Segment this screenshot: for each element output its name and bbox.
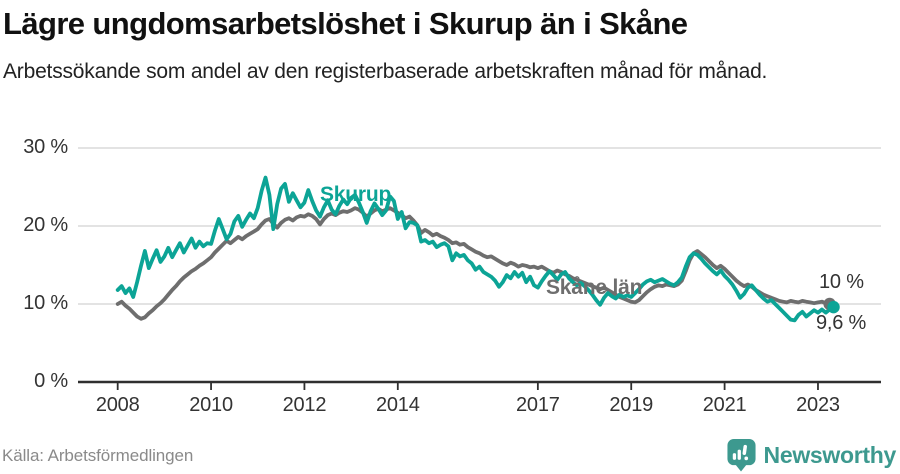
x-tick-label-2008: 2008: [95, 394, 140, 416]
x-tick-label-2010: 2010: [189, 394, 233, 416]
x-tick-label-2017: 2017: [515, 394, 560, 416]
series-label-skane-lan: Skåne län: [546, 276, 643, 299]
chart-title: Lägre ungdomsarbetslöshet i Skurup än i …: [3, 6, 688, 41]
x-tick-label-2021: 2021: [702, 394, 747, 416]
chart-subtitle: Arbetssökande som andel av den registerb…: [3, 60, 768, 83]
x-tick-label-2012: 2012: [282, 394, 327, 416]
newsworthy-logo: Newsworthy: [726, 438, 896, 472]
end-value-label-skane: 10 %: [819, 271, 864, 293]
series-end-dot-skurup: [827, 300, 840, 314]
source-credit: Källa: Arbetsförmedlingen: [2, 446, 194, 465]
end-value-label-skurup: 9,6 %: [816, 312, 867, 334]
x-tick-label-2014: 2014: [375, 394, 420, 416]
y-tick-label-20: 20 %: [23, 214, 68, 236]
y-tick-label-10: 10 %: [23, 292, 68, 314]
series-line-sk-ne-l-n: [115, 206, 832, 321]
series-label-skurup: Skurup: [320, 183, 392, 206]
x-tick-label-2023: 2023: [796, 394, 840, 416]
newsworthy-wordmark: Newsworthy: [763, 441, 897, 468]
newsworthy-badge-icon: [726, 439, 756, 472]
y-tick-label-30: 30 %: [23, 136, 68, 158]
x-tick-label-2019: 2019: [609, 394, 654, 416]
series-line-skurup: [115, 175, 836, 323]
y-tick-label-0: 0 %: [34, 370, 68, 392]
